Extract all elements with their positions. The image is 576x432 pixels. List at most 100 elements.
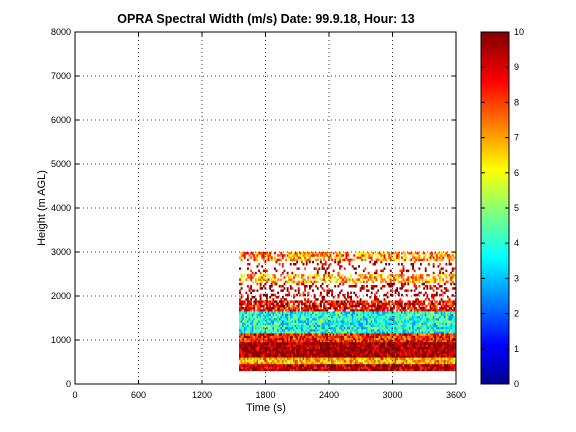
heatmap-cell (391, 344, 394, 347)
heatmap-cell (313, 362, 316, 365)
heatmap-cell (291, 256, 294, 259)
heatmap-cell (258, 269, 260, 273)
heatmap-cell (339, 267, 341, 270)
heatmap-cell (326, 335, 329, 339)
heatmap-cell (318, 326, 321, 330)
heatmap-cell (397, 357, 400, 361)
heatmap-cell (240, 322, 243, 325)
heatmap-cell (335, 307, 338, 310)
heatmap-cell (416, 362, 419, 365)
heatmap-cell (305, 252, 308, 255)
heatmap-cell (427, 311, 430, 314)
heatmap-cell (343, 300, 346, 303)
heatmap-cell (246, 263, 249, 266)
heatmap-cell (243, 324, 246, 328)
heatmap-cell (393, 353, 395, 356)
heatmap-cell (250, 276, 253, 279)
heatmap-cell (383, 320, 386, 323)
heatmap-cell (381, 315, 384, 319)
heatmap-cell (248, 313, 251, 317)
heatmap-cell (269, 353, 272, 356)
heatmap-cell (251, 346, 254, 350)
heatmap-cell (377, 331, 380, 334)
heatmap-cell (327, 329, 330, 332)
heatmap-cell (315, 254, 318, 257)
heatmap-cell (258, 254, 260, 257)
heatmap-cell (334, 355, 337, 358)
heatmap-cell (447, 311, 449, 314)
heatmap-cell (418, 267, 421, 270)
heatmap-cell (442, 340, 445, 343)
heatmap-cell (296, 324, 299, 328)
heatmap-cell (421, 329, 424, 332)
heatmap-cell (453, 346, 456, 350)
heatmap-cell (280, 309, 283, 312)
heatmap-cell (240, 351, 243, 354)
heatmap-cell (316, 340, 319, 343)
heatmap-cell (397, 351, 400, 354)
heatmap-cell (300, 313, 303, 317)
heatmap-cell (375, 342, 378, 345)
heatmap-cell (435, 254, 438, 257)
heatmap-cell (381, 340, 384, 343)
heatmap-cell (420, 326, 422, 330)
heatmap-cell (269, 256, 272, 259)
heatmap-cell (421, 280, 424, 284)
heatmap-cell (427, 298, 430, 301)
heatmap-cell (375, 344, 378, 347)
heatmap-cell (375, 355, 378, 358)
heatmap-cell (394, 274, 397, 277)
heatmap-cell (277, 362, 280, 365)
heatmap-cell (450, 263, 453, 266)
heatmap-cell (316, 351, 319, 354)
heatmap-cell (389, 269, 392, 273)
heatmap-cell (266, 333, 268, 336)
heatmap-cell (362, 337, 365, 341)
heatmap-cell (450, 274, 453, 277)
heatmap-cell (320, 309, 322, 312)
heatmap-cell (440, 340, 443, 343)
heatmap-cell (437, 348, 440, 352)
heatmap-cell (261, 313, 264, 317)
heatmap-cell (356, 329, 359, 332)
heatmap-cell (329, 359, 332, 363)
heatmap-cell (286, 274, 289, 277)
heatmap-cell (339, 318, 341, 321)
heatmap-cell (280, 357, 283, 361)
heatmap-cell (348, 260, 351, 264)
heatmap-cell (285, 258, 287, 262)
heatmap-cell (324, 348, 327, 352)
heatmap-cell (283, 318, 286, 321)
heatmap-cell (321, 348, 324, 352)
heatmap-cell (331, 337, 334, 341)
heatmap-cell (404, 333, 407, 336)
heatmap-cell (372, 348, 375, 352)
heatmap-cell (270, 326, 273, 330)
heatmap-cell (400, 311, 403, 314)
heatmap-cell (383, 346, 386, 350)
heatmap-cell (243, 300, 246, 303)
heatmap-cell (380, 304, 383, 308)
heatmap-cell (264, 346, 267, 350)
heatmap-cell (310, 326, 313, 330)
heatmap-cell (339, 282, 341, 286)
heatmap-cell (286, 320, 289, 323)
heatmap-cell (429, 315, 432, 319)
heatmap-cell (369, 315, 372, 319)
heatmap-cell (254, 355, 257, 358)
heatmap-cell (329, 357, 332, 361)
heatmap-cell (346, 258, 349, 262)
heatmap-cell (315, 331, 318, 334)
heatmap-cell (302, 326, 305, 330)
heatmap-cell (420, 256, 422, 259)
heatmap-cell (275, 324, 278, 328)
heatmap-cell (432, 337, 435, 341)
heatmap-cell (391, 274, 394, 277)
heatmap-cell (440, 276, 443, 279)
heatmap-cell (289, 307, 292, 310)
heatmap-cell (334, 368, 337, 372)
heatmap-cell (424, 285, 427, 288)
heatmap-cell (308, 315, 311, 319)
heatmap-cell (372, 322, 375, 325)
heatmap-cell (270, 256, 273, 259)
